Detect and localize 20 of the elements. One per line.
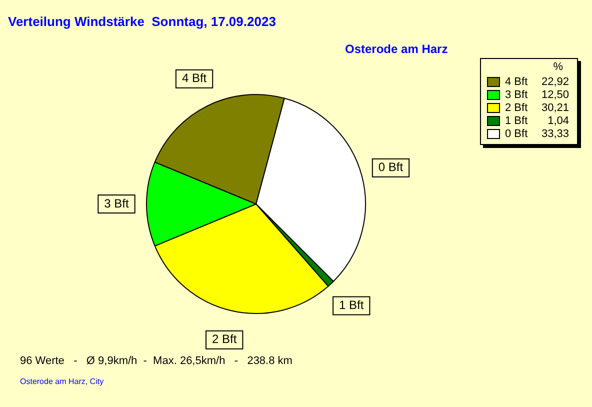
legend-label: 3 Bft	[505, 88, 529, 100]
chart-title: Verteilung Windstärke Sonntag, 17.09.2023	[8, 14, 276, 29]
text: Osterode am Harz, City	[20, 377, 104, 386]
legend-label: 4 Bft	[505, 76, 529, 88]
data-label: 33,33	[540, 128, 569, 140]
chart-subtitle: Osterode am Harz	[345, 42, 448, 56]
data-label: 12,50	[540, 88, 569, 100]
slice-label: 0 Bft	[378, 160, 404, 174]
legend-title: %	[552, 61, 564, 75]
slice-label: 1 Bft	[339, 298, 364, 312]
slice-label: 4 Bft	[182, 71, 208, 86]
slice-label: 2 Bft	[212, 332, 238, 346]
legend-label: 0 Bft	[505, 128, 529, 140]
data-label: 22,92	[540, 76, 569, 88]
slice-label: 3 Bft	[104, 196, 130, 210]
legend-label: 2 Bft	[505, 102, 529, 114]
data-label: 1,04	[546, 114, 569, 126]
text: 96 Werte - Ø 9,9km/h - Max. 26,5km/h - 238.8 km	[20, 355, 292, 367]
legend-label: 1 Bft	[505, 114, 529, 126]
data-label: 30,21	[540, 102, 569, 114]
